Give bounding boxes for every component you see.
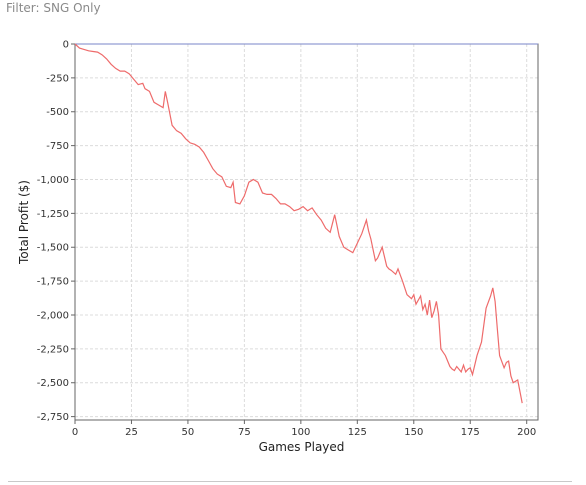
x-axis-title: Games Played [259, 440, 345, 454]
y-tick-label: -250 [46, 73, 69, 84]
x-tick-label: 150 [404, 427, 423, 438]
x-tick-label: 25 [125, 427, 138, 438]
bottom-divider [8, 481, 572, 482]
y-axis-title: Total Profit ($) [17, 180, 31, 265]
x-tick-label: 175 [461, 427, 480, 438]
y-tick-label: -2,750 [37, 412, 69, 423]
plot-area [74, 43, 539, 421]
x-tick-label: 50 [182, 427, 195, 438]
x-tick-label: 200 [517, 427, 536, 438]
y-tick-label: 0 [63, 40, 69, 51]
y-tick-label: -1,500 [37, 243, 69, 254]
y-tick-label: -1,000 [37, 175, 69, 186]
x-tick-label: 0 [72, 427, 78, 438]
chart-grid [75, 44, 538, 420]
y-tick-label: -1,250 [37, 209, 69, 220]
y-tick-label: -2,000 [37, 310, 69, 321]
x-axis-ticks: 0 25 50 75 100 125 150 175 200 [72, 420, 536, 438]
x-tick-label: 100 [291, 427, 310, 438]
filter-label: Filter: SNG Only [6, 1, 101, 15]
y-tick-label: -500 [46, 107, 69, 118]
profit-series-line [74, 43, 523, 404]
x-tick-label: 75 [238, 427, 251, 438]
y-tick-label: -2,500 [37, 378, 69, 389]
y-tick-label: -2,250 [37, 344, 69, 355]
x-tick-label: 125 [348, 427, 367, 438]
y-axis-ticks: 0 -250 -500 -750 -1,000 -1,250 -1,500 -1,750 -2,… [37, 40, 75, 423]
y-tick-label: -1,750 [37, 277, 69, 288]
y-tick-label: -750 [46, 141, 69, 152]
